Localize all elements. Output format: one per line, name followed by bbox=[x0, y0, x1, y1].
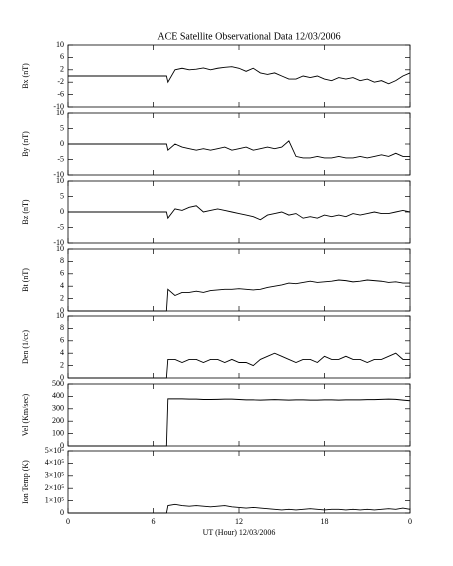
y-tick-label: 6 bbox=[60, 269, 64, 278]
panel-frame bbox=[67, 450, 411, 514]
y-tick-label: 0 bbox=[60, 441, 64, 450]
y-tick-label: -2 bbox=[57, 77, 64, 86]
y-tick-label: 200 bbox=[52, 416, 64, 425]
y-tick-label: 0 bbox=[60, 373, 64, 382]
y-tick-label: 10 bbox=[56, 40, 64, 49]
y-axis-label: Bt (nT) bbox=[21, 268, 30, 292]
y-tick-label: 8 bbox=[60, 323, 64, 332]
y-tick-label: 10 bbox=[56, 176, 64, 185]
y-tick-label: 10 bbox=[56, 311, 64, 320]
y-tick-label: 2 bbox=[60, 360, 64, 369]
y-tick-label: 0 bbox=[60, 139, 64, 148]
panel-frame bbox=[67, 315, 411, 379]
y-tick-label: -10 bbox=[53, 102, 64, 111]
y-tick-label: 10 bbox=[56, 244, 64, 253]
y-tick-label: 6 bbox=[60, 336, 64, 345]
data-line bbox=[68, 140, 410, 159]
y-tick-label: 2×10⁵ bbox=[45, 483, 65, 492]
y-tick-label: 0 bbox=[60, 207, 64, 216]
y-tick-label: 3×10⁵ bbox=[45, 471, 65, 480]
y-axis-label: Vel (Km/sec) bbox=[21, 393, 30, 436]
x-axis-label: UT (Hour) 12/03/2006 bbox=[203, 528, 276, 537]
y-tick-label: 1×10⁵ bbox=[45, 495, 65, 504]
y-tick-label: 300 bbox=[52, 404, 64, 413]
y-tick-label: 5×10⁵ bbox=[45, 446, 65, 455]
y-tick-label: -10 bbox=[53, 170, 64, 179]
y-tick-label: -6 bbox=[57, 89, 64, 98]
y-tick-label: 400 bbox=[52, 391, 64, 400]
data-line bbox=[68, 398, 411, 447]
panel-frame bbox=[67, 383, 411, 447]
y-axis-label: Ion Temp (K) bbox=[21, 460, 30, 504]
y-tick-label: 5 bbox=[60, 123, 64, 132]
y-tick-label: 4 bbox=[60, 281, 64, 290]
y-tick-label: 0 bbox=[60, 306, 64, 315]
x-tick-label: 0 bbox=[66, 517, 70, 526]
y-tick-label: 2 bbox=[60, 293, 64, 302]
y-axis-label: By (nT) bbox=[21, 131, 30, 157]
y-axis-label: Bz (nT) bbox=[21, 199, 30, 224]
y-tick-label: -5 bbox=[57, 154, 64, 163]
data-line bbox=[68, 279, 410, 312]
y-tick-label: 10 bbox=[56, 108, 64, 117]
y-tick-label: 500 bbox=[52, 379, 64, 388]
data-line bbox=[68, 66, 411, 85]
x-tick-label: 12 bbox=[235, 517, 243, 526]
chart-title: ACE Satellite Observational Data 12/03/2… bbox=[157, 31, 340, 42]
y-tick-label: 6 bbox=[60, 52, 64, 61]
y-tick-label: 8 bbox=[60, 256, 64, 265]
data-line bbox=[68, 503, 411, 514]
panel-frame bbox=[67, 248, 411, 312]
y-tick-label: 0 bbox=[60, 508, 64, 517]
y-tick-label: 2 bbox=[60, 65, 64, 74]
y-tick-label: -10 bbox=[53, 238, 64, 247]
y-tick-label: 5 bbox=[60, 191, 64, 200]
x-tick-label: 18 bbox=[321, 517, 329, 526]
y-tick-label: 100 bbox=[52, 428, 64, 437]
y-tick-label: 4 bbox=[60, 348, 64, 357]
data-line bbox=[68, 205, 411, 221]
y-tick-label: -5 bbox=[57, 222, 64, 231]
y-tick-label: 4×10⁵ bbox=[45, 458, 65, 467]
data-line bbox=[68, 352, 410, 379]
y-axis-label: Den (1/cc) bbox=[21, 330, 30, 364]
x-tick-label: 6 bbox=[152, 517, 156, 526]
x-tick-label: 0 bbox=[408, 517, 412, 526]
y-axis-label: Bx (nT) bbox=[21, 63, 30, 89]
